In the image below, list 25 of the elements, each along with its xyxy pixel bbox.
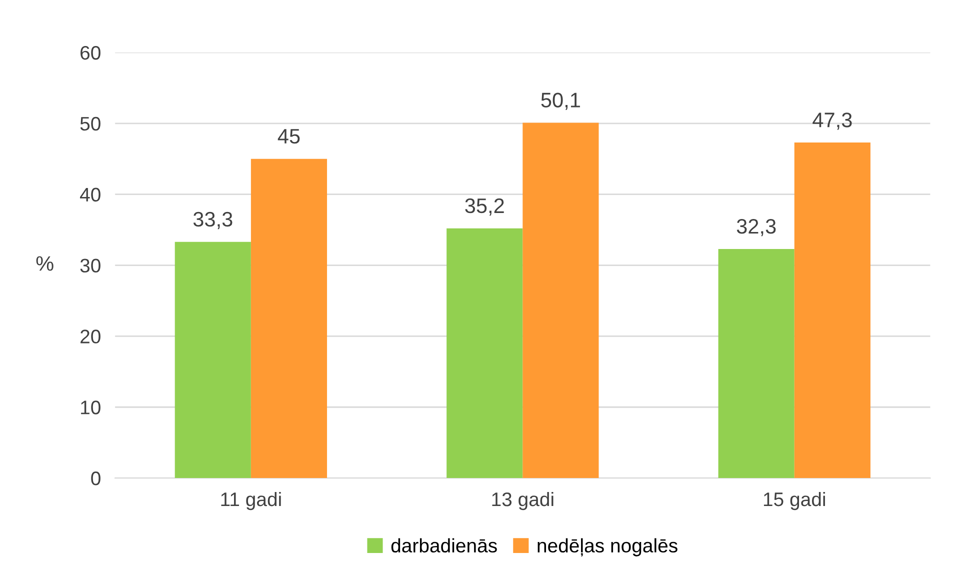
bar	[522, 122, 599, 478]
y-tick-label: 30	[80, 258, 100, 272]
x-tick-label: 11 gadi	[221, 492, 281, 510]
bar	[794, 142, 870, 478]
y-tick-label: 0	[91, 472, 100, 486]
y-tick-label: 40	[80, 188, 100, 202]
data-label: 47,3	[812, 112, 852, 130]
legend-label: nedēļas nogalēs	[538, 538, 678, 556]
data-label: 45	[278, 129, 300, 144]
x-tick-label: 15 gadi	[764, 492, 825, 510]
y-tick-label: 10	[81, 400, 100, 414]
bar	[250, 158, 328, 478]
bar	[446, 228, 523, 478]
y-tick-label: 50	[80, 116, 100, 131]
data-label: 33,3	[193, 212, 232, 230]
y-tick-label: 60	[80, 46, 100, 60]
legend-label: darbadienās	[391, 538, 497, 553]
bar	[174, 242, 251, 478]
y-axis-title: %	[36, 256, 54, 271]
y-tick-label: 20	[80, 330, 100, 344]
bar	[718, 248, 794, 478]
data-label: 50,1	[541, 92, 580, 110]
data-label: 35,2	[465, 198, 504, 216]
data-label: 32,3	[736, 218, 776, 236]
x-tick-label: 13 gadi	[492, 492, 554, 510]
